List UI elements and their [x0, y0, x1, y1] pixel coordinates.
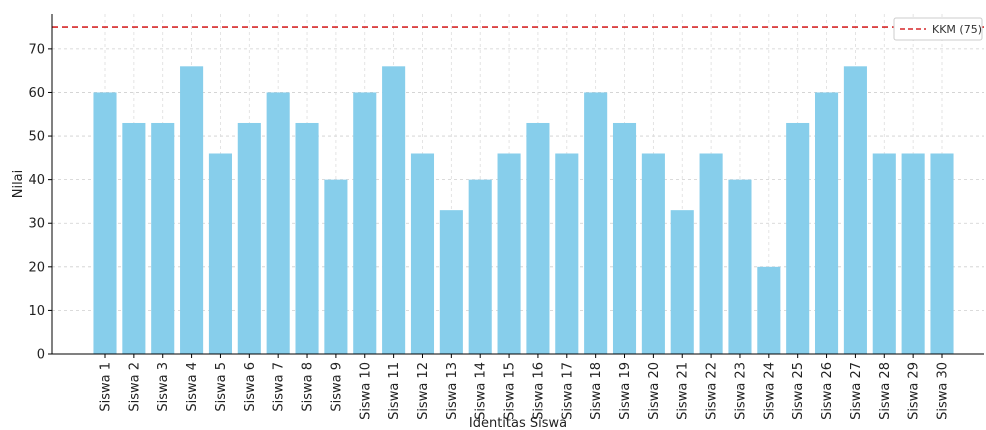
bar — [180, 66, 204, 355]
bar — [237, 122, 261, 354]
x-tick-label: Siswa 7 — [272, 362, 287, 412]
bar — [699, 153, 723, 354]
x-tick-label: Siswa 9 — [329, 362, 344, 412]
x-tick-label: Siswa 16 — [531, 362, 546, 420]
x-axis-title: Identitas Siswa — [469, 416, 567, 430]
bar — [122, 122, 146, 354]
legend-box — [893, 17, 983, 41]
bar — [843, 66, 867, 355]
bar — [151, 122, 175, 354]
y-tick-label: 40 — [28, 173, 45, 188]
x-tick-label: Siswa 30 — [936, 362, 951, 420]
bar — [295, 122, 319, 354]
x-tick-label: Siswa 27 — [849, 362, 864, 420]
y-axis-title: Nilai — [11, 170, 26, 199]
y-tick-label: 0 — [37, 348, 45, 363]
x-tick-label: Siswa 17 — [560, 362, 575, 420]
x-tick-label: Siswa 25 — [791, 362, 806, 420]
x-tick-label: Siswa 26 — [820, 362, 835, 420]
x-tick-label: Siswa 21 — [676, 362, 691, 420]
y-tick-label: 20 — [28, 260, 45, 275]
bar — [612, 122, 637, 354]
bar — [728, 179, 752, 354]
x-tick-label: Siswa 2 — [127, 362, 142, 412]
x-tick-label: Siswa 10 — [358, 362, 373, 420]
x-tick-label: Siswa 3 — [156, 362, 171, 412]
bar — [670, 210, 694, 354]
bar — [901, 153, 925, 354]
bar — [526, 122, 550, 354]
bar — [410, 153, 435, 354]
x-tick-label: Siswa 5 — [214, 362, 229, 412]
legend-label-kkm: KKM (75) — [932, 23, 982, 36]
x-tick-label: Siswa 12 — [416, 362, 431, 420]
x-tick-label: Siswa 13 — [445, 362, 460, 420]
bar — [641, 153, 665, 354]
x-tick-label: Siswa 23 — [733, 362, 748, 420]
bar — [497, 153, 521, 354]
bar — [208, 153, 232, 354]
x-tick-label: Siswa 15 — [503, 362, 518, 420]
bar — [815, 92, 839, 354]
bar — [468, 179, 492, 354]
bar — [757, 266, 781, 354]
axes — [51, 14, 984, 355]
x-tick-label: Siswa 4 — [185, 362, 200, 412]
y-tick-label: 10 — [28, 304, 45, 319]
bar — [584, 92, 608, 354]
y-tick-label: 60 — [28, 86, 45, 101]
x-tick-label: Siswa 14 — [474, 362, 489, 420]
x-tick-label: Siswa 28 — [878, 362, 893, 420]
y-axis-ticks: 0 10 20 30 40 50 60 70 — [28, 42, 52, 363]
x-tick-label: Siswa 18 — [589, 362, 604, 420]
bar — [786, 122, 810, 354]
y-tick-label: 50 — [28, 130, 45, 145]
legend: KKM (75) — [893, 17, 983, 41]
x-tick-label: Siswa 24 — [762, 362, 777, 420]
bar — [930, 153, 954, 354]
bar — [555, 153, 579, 354]
bar — [353, 92, 377, 354]
bars — [93, 66, 954, 355]
x-axis-ticks: Siswa 1 Siswa 2 Siswa 3 Siswa 4 Siswa 5 Siswa… — [99, 354, 951, 420]
x-tick-label: Siswa 1 — [99, 362, 114, 412]
bar — [439, 210, 463, 354]
bar — [93, 92, 117, 354]
y-tick-label: 70 — [28, 42, 45, 57]
x-tick-label: Siswa 20 — [647, 362, 662, 420]
x-tick-label: Siswa 22 — [705, 362, 720, 420]
x-tick-label: Siswa 29 — [907, 362, 922, 420]
x-tick-label: Siswa 8 — [301, 362, 316, 412]
x-tick-label: Siswa 11 — [387, 362, 402, 420]
bar — [382, 66, 406, 355]
x-tick-label: Siswa 6 — [243, 362, 258, 412]
bar — [324, 179, 348, 354]
bar — [266, 92, 290, 354]
bar — [872, 153, 896, 354]
y-tick-label: 30 — [28, 217, 45, 232]
x-tick-label: Siswa 19 — [618, 362, 633, 420]
